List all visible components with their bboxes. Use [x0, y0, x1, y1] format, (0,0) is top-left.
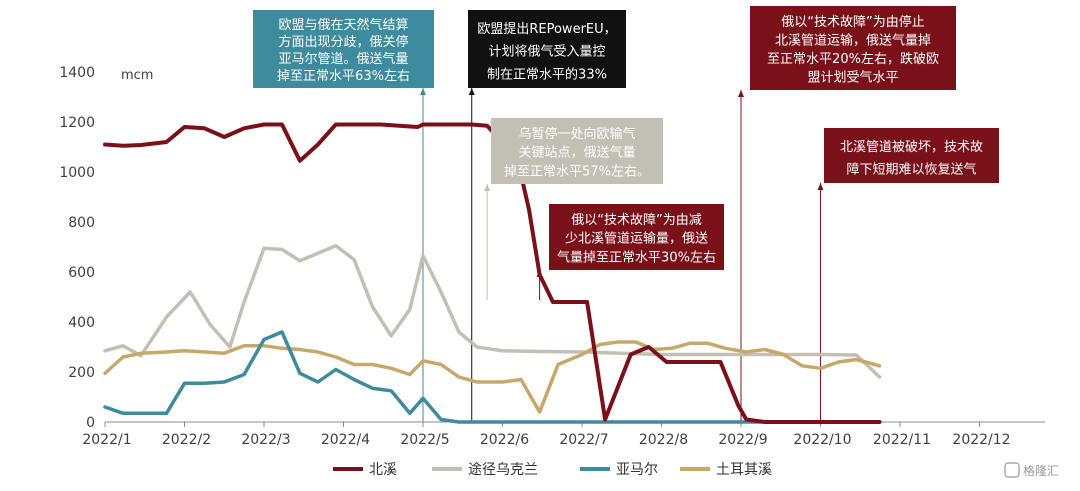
y-tick-label: 400: [68, 315, 95, 331]
annotation-text: 北溪管道运输，俄送气量掉: [775, 32, 931, 48]
x-tick-label: 2022/9: [718, 432, 767, 448]
watermark-text: 格隆汇: [1023, 463, 1059, 478]
annotation-arrow-icon: [420, 88, 426, 95]
legend-label: 途径乌克兰: [468, 461, 538, 478]
series-line-2: [103, 244, 882, 379]
annotation-arrow-icon: [817, 183, 824, 190]
x-axis: 2022/1 2022/2 2022/3 2022/4 2022/5 2022/6 2022…: [82, 421, 1045, 448]
annotation-box-bg: [750, 6, 956, 90]
annotation-text: 掉至正常水平57%左右。: [504, 164, 650, 179]
annotation-text: 制在正常水平的33%: [487, 66, 607, 82]
watermark-logo-icon: [1004, 462, 1020, 478]
annotation-text: 亚马尔管道。俄送气量: [278, 51, 408, 67]
y-axis: 0 200 400 600 800 1000 1200 1400: [59, 65, 95, 431]
y-tick-label: 800: [68, 215, 95, 231]
annotation-text: 方面出现分歧，俄关停: [278, 34, 408, 50]
x-tick-label: 2022/5: [400, 432, 449, 448]
annotation-text: 欧盟提出REPowerEU，: [477, 21, 616, 37]
series-layer: [103, 122, 882, 424]
annotation-arrow-icon: [468, 88, 475, 95]
x-tick-label: 2022/3: [241, 432, 290, 448]
annotation-text: 俄以“技术故障”为由减: [571, 213, 701, 228]
annotation-box-bg: [253, 10, 434, 88]
legend-label: 亚马尔: [616, 462, 658, 478]
annotation-box: 欧盟与俄在天然气结算方面出现分歧，俄关停亚马尔管道。俄送气量掉至正常水平63%左…: [253, 10, 434, 88]
annotation-text: 欧盟与俄在天然气结算: [278, 17, 408, 33]
annotation-box-bg: [824, 128, 999, 183]
legend-label: 土耳其溪: [716, 462, 772, 478]
annotation-text: 北溪管道被破坏，技术故: [840, 140, 983, 155]
annotation-boxes: 欧盟与俄在天然气结算方面出现分歧，俄关停亚马尔管道。俄送气量掉至正常水平63%左…: [253, 6, 999, 270]
x-tick-label: 2022/11: [873, 432, 931, 448]
y-tick-label: 1200: [59, 115, 95, 131]
annotation-box-bg: [491, 118, 663, 184]
y-tick-label: 1000: [59, 165, 95, 181]
y-tick-label: 0: [86, 415, 95, 431]
annotation-text: 少北溪管道运输量，俄送: [565, 231, 708, 247]
y-unit-label: mcm: [121, 68, 153, 83]
annotation-arrow-icon: [484, 184, 491, 191]
annotation-text: 俄以“技术故障”为由停止: [781, 14, 924, 30]
annotation-text: 障下短期难以恢复送气: [846, 161, 976, 177]
annotation-box-bg: [549, 204, 724, 270]
watermark: 格隆汇: [1004, 462, 1059, 478]
x-tick-label: 2022/1: [82, 432, 131, 448]
annotation-box: 俄以“技术故障”为由停止北溪管道运输，俄送气量掉至正常水平20%左右，跌破欧盟计…: [750, 6, 956, 90]
annotation-leader-lines: [420, 88, 824, 422]
series-line-1: [103, 122, 882, 424]
annotation-text: 关键站点，俄送气量: [518, 145, 635, 161]
x-tick-label: 2022/12: [952, 432, 1010, 448]
x-tick-label: 2022/4: [321, 432, 370, 448]
annotation-text: 盟计划受气水平: [807, 69, 898, 85]
x-tick-label: 2022/10: [793, 432, 851, 448]
series-line-4: [103, 340, 882, 414]
annotation-text: 计划将俄气受入量控: [488, 44, 605, 60]
series-line-3: [103, 330, 882, 424]
annotation-text: 至正常水平20%左右，跌破欧: [767, 51, 939, 67]
annotation-text: 气量掉至正常水平30%左右: [557, 249, 716, 265]
annotation-box-bg: [468, 10, 626, 88]
y-tick-label: 600: [68, 265, 95, 281]
x-tick-label: 2022/7: [559, 432, 608, 448]
legend: 北溪 途径乌克兰 亚马尔 土耳其溪: [333, 461, 772, 478]
y-tick-label: 1400: [59, 65, 95, 81]
annotation-text: 乌暂停一处向欧输气: [518, 126, 635, 142]
annotation-text: 掉至正常水平63%左右: [277, 69, 410, 84]
annotation-arrow-icon: [738, 90, 744, 97]
x-tick-label: 2022/2: [162, 432, 211, 448]
x-tick-label: 2022/8: [639, 432, 688, 448]
legend-label: 北溪: [369, 462, 397, 478]
x-tick-label: 2022/6: [480, 432, 529, 448]
y-tick-label: 200: [68, 365, 95, 381]
